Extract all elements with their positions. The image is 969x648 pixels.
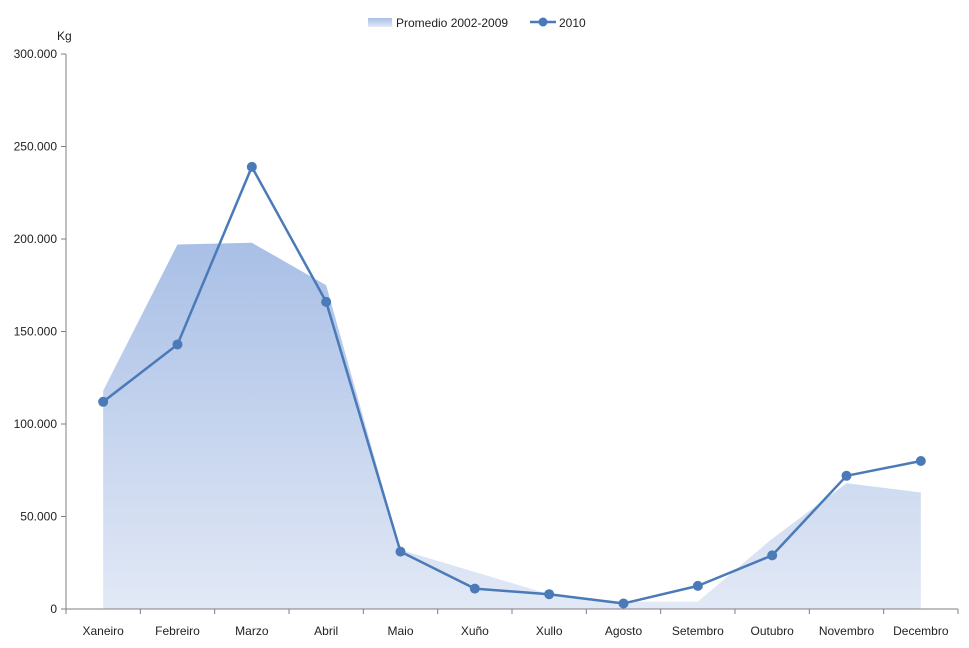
y-ticks: 0 50.000 100.000 150.000 200.000 250.000 300.0… [14,47,66,616]
line-series-2010 [102,165,922,605]
line-point-2010 [618,598,629,609]
x-tick-label: Decembro [893,624,949,638]
y-tick-label: 100.000 [14,417,58,431]
x-tick-label: Outubro [750,624,794,638]
x-tick-label: Febreiro [155,624,200,638]
y-tick-label: 0 [50,602,57,616]
data-layer [102,165,922,609]
y-tick-label: 50.000 [20,510,57,524]
line-point-2010 [246,161,257,172]
line-point-2010 [544,589,555,600]
x-tick-label: Xuño [461,624,489,638]
x-tick-label: Xullo [536,624,563,638]
line-point-2010 [692,580,703,591]
line-point-2010 [98,396,109,407]
area-series-promedio [103,242,921,609]
y-tick-label: 250.000 [14,140,58,154]
legend-label-area: Promedio 2002-2009 [396,16,508,30]
x-tick-label: Xaneiro [82,624,124,638]
line-point-2010 [469,583,480,594]
x-tick-label: Setembro [672,624,724,638]
x-ticks: Xaneiro Febreiro Marzo Abril Maio Xuño Xullo Ag… [65,609,959,638]
y-tick-label: 200.000 [14,232,58,246]
x-tick-label: Marzo [235,624,269,638]
x-tick-label: Maio [387,624,413,638]
legend-label-line: 2010 [559,16,586,30]
legend-swatch-marker [538,17,548,27]
line-point-2010 [321,296,332,307]
x-tick-label: Novembro [819,624,875,638]
markers [98,161,926,609]
y-axis-unit-label: Kg [57,29,72,43]
legend-swatch-area [368,18,392,27]
line-point-2010 [395,546,406,557]
y-tick-label: 150.000 [14,325,58,339]
line-point-2010 [767,550,778,561]
line-point-2010 [172,339,183,350]
legend: Promedio 2002-2009 2010 [368,16,586,30]
line-point-2010 [915,456,926,466]
line-point-2010 [841,470,852,481]
x-tick-label: Agosto [605,624,643,638]
x-tick-label: Abril [314,624,338,638]
y-tick-label: 300.000 [14,47,58,61]
